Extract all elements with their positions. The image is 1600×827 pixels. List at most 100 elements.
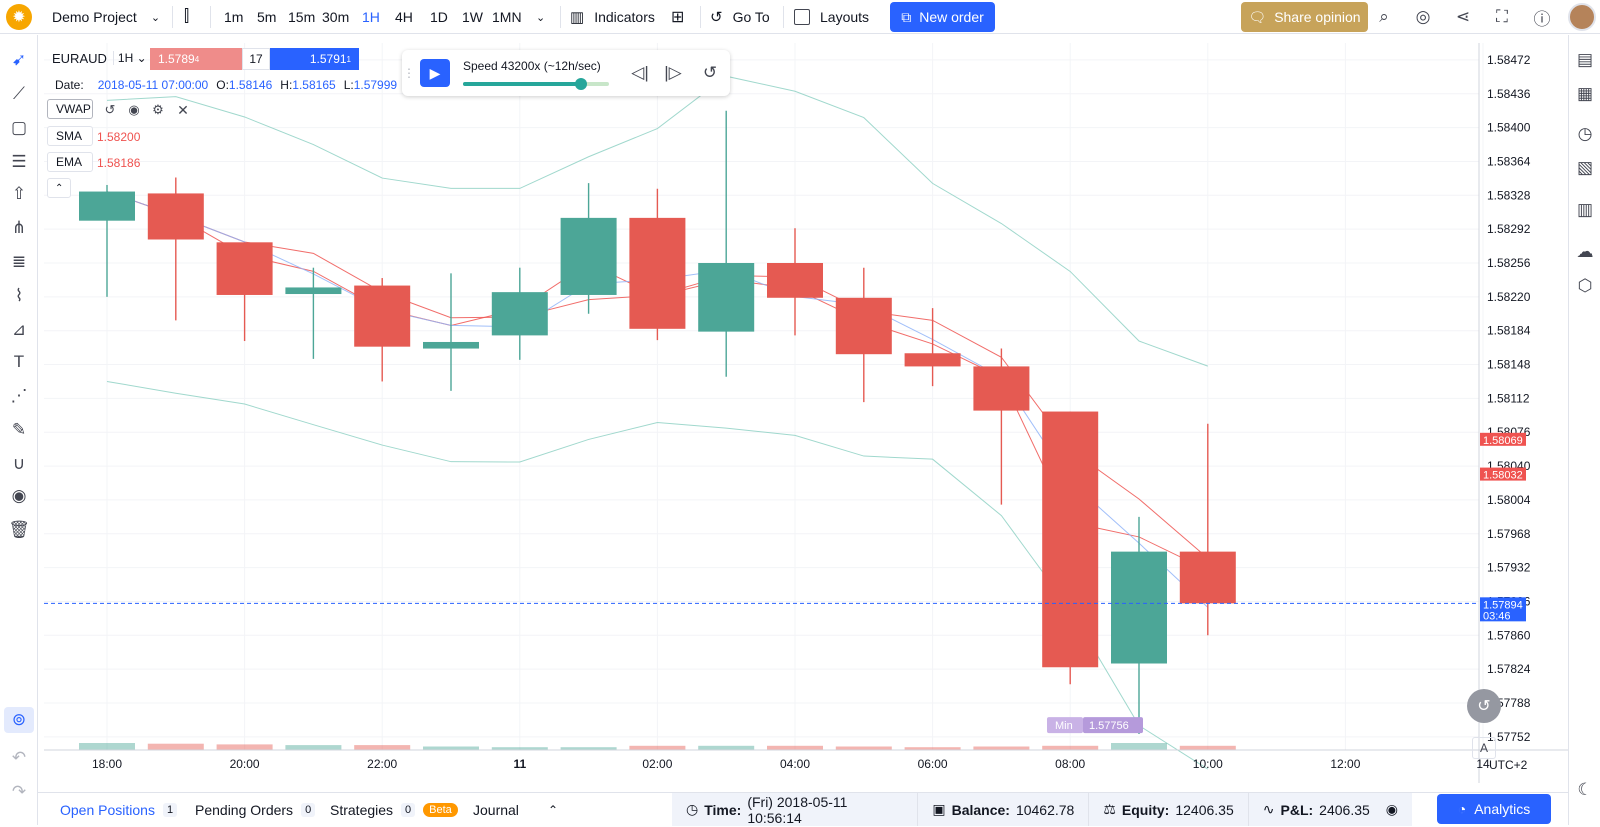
price-tick-label: 1.58004 [1487, 493, 1531, 507]
share-opinion-button[interactable]: 🗨 Share opinion [1241, 2, 1368, 32]
tf-1h[interactable]: 1H [362, 9, 380, 25]
project-selector[interactable]: Demo Project ⌄ [52, 0, 160, 34]
search-icon[interactable]: ⌕ [1379, 7, 1389, 26]
speed-slider[interactable] [463, 78, 609, 90]
price-tick-label: 1.58256 [1487, 256, 1531, 270]
calendar-icon[interactable]: ▦ [1576, 84, 1594, 103]
new-order-button[interactable]: ⧉ New order [890, 2, 995, 32]
tf-15m[interactable]: 15m [288, 9, 316, 25]
indicators-button[interactable]: ▥ Indicators [570, 0, 655, 34]
pencil-icon[interactable]: ✎ [11, 420, 27, 439]
sell-button[interactable]: 1.5789 4 [150, 48, 242, 70]
pending-orders-count: 0 [301, 803, 316, 817]
indicator-close-icon[interactable]: ✕ [177, 101, 189, 118]
tf-30m[interactable]: 30m [322, 9, 350, 25]
fib-icon[interactable]: ☰ [11, 152, 27, 171]
templates-icon[interactable]: ⊞ [671, 9, 685, 26]
candle-body [835, 297, 892, 355]
speed-slider-knob[interactable] [575, 78, 588, 90]
brush-tools-icon[interactable]: ⋰ [10, 386, 28, 405]
undo-icon[interactable]: ↶ [11, 748, 27, 767]
replay-reset-icon[interactable]: ↺ [702, 63, 718, 82]
text-icon[interactable]: T [13, 352, 25, 371]
balance-value: 10462.78 [1015, 801, 1075, 818]
play-icon: ▶ [429, 64, 441, 81]
low-label: L: [343, 78, 354, 92]
layouts-button[interactable]: Layouts [794, 0, 869, 34]
tab-pending-orders[interactable]: Pending Orders 0 [195, 793, 316, 827]
volume-bar [423, 746, 479, 750]
trend-line-icon[interactable]: ⟋ [13, 84, 25, 103]
step-back-icon[interactable]: ◁| [631, 63, 649, 82]
pitchfork-icon[interactable]: ⋔ [11, 218, 27, 237]
tab-strategies[interactable]: Strategies 0 Beta [330, 793, 458, 827]
indicator-replay-icon[interactable]: ↺ [104, 102, 116, 117]
open-label: O: [216, 78, 229, 92]
note-icon[interactable]: ▧ [1576, 158, 1594, 177]
tf-5m[interactable]: 5m [257, 9, 277, 25]
candle-body [491, 292, 548, 336]
clock-icon[interactable]: ◷ [1577, 124, 1593, 143]
play-button[interactable]: ▶ [420, 59, 450, 87]
magnet-icon[interactable]: ∪ [12, 454, 26, 473]
speed-slider-fill [463, 82, 582, 86]
beta-badge: Beta [423, 803, 458, 817]
symbol-timeframe[interactable]: 1H ⌄ [112, 51, 151, 65]
candle-body [1042, 411, 1099, 668]
symbol-name[interactable]: EURAUD [52, 50, 107, 66]
cloud-icon[interactable]: ☁ [1576, 242, 1594, 261]
redo-icon[interactable]: ↷ [11, 782, 27, 801]
report-icon[interactable]: ▥ [1576, 200, 1594, 219]
theme-icon[interactable]: ☾ [1577, 780, 1593, 799]
tf-1w[interactable]: 1W [462, 9, 483, 25]
tab-open-positions[interactable]: Open Positions 1 [60, 793, 178, 827]
gann-icon[interactable]: ≣ [11, 252, 27, 271]
arrow-up-icon[interactable]: ⇧ [11, 184, 27, 203]
help-icon[interactable]: ⓘ [1533, 9, 1551, 29]
drag-handle-icon[interactable]: ⋮ [403, 66, 415, 80]
tf-1mn[interactable]: 1MN [492, 9, 522, 25]
fullscreen-icon[interactable]: ⛶ [1496, 7, 1508, 26]
price-chart[interactable]: 1.58472 1.58436 1.58400 1.58364 1.58328 1.582… [44, 43, 1568, 783]
trash-icon[interactable]: 🗑 [8, 520, 30, 539]
eye-icon[interactable]: ◉ [11, 486, 27, 505]
ema-value: 1.58186 [97, 156, 141, 170]
indicator-sma[interactable]: SMA [47, 126, 93, 146]
candle-type-icon[interactable]: ⫿ [184, 8, 190, 25]
document-icon[interactable]: ▤ [1576, 50, 1594, 69]
time-tick-label: 08:00 [1055, 757, 1085, 771]
pattern-icon[interactable]: ⌇ [14, 286, 24, 305]
price-tick-label: 1.58112 [1487, 391, 1530, 405]
analytics-button[interactable]: ◔ Analytics [1437, 794, 1551, 824]
candle-body [973, 366, 1030, 411]
tf-1d[interactable]: 1D [430, 9, 448, 25]
rectangle-icon[interactable]: ▢ [10, 118, 28, 137]
tf-1m[interactable]: 1m [224, 9, 244, 25]
indicator-ema[interactable]: EMA [47, 152, 93, 172]
measure-icon[interactable]: ⊿ [11, 320, 27, 339]
tab-journal[interactable]: Journal [473, 802, 519, 818]
pnl-icon: ∿ [1262, 801, 1275, 817]
share-icon[interactable]: ⋖ [1455, 7, 1471, 26]
quantity-input[interactable]: 17 [242, 48, 270, 70]
settings-icon[interactable]: ⬡ [1577, 276, 1593, 295]
cursor-icon[interactable]: ➹ [11, 50, 27, 69]
buy-button[interactable]: 1.5791 1 [270, 48, 359, 70]
camera-icon[interactable]: ◎ [1415, 7, 1431, 26]
indicator-vwap[interactable]: VWAP [47, 99, 93, 119]
indicator-eye-icon[interactable]: ◉ [128, 102, 140, 117]
indicator-settings-icon[interactable]: ⚙ [152, 102, 164, 117]
auto-scale-icon[interactable]: A [1472, 737, 1496, 759]
avatar[interactable] [1568, 3, 1596, 31]
time-value: (Fri) 2018-05-11 10:56:14 [747, 793, 848, 826]
timeframe-more-icon[interactable]: ⌄ [536, 11, 546, 24]
goto-button[interactable]: ↺ Go To [710, 0, 770, 34]
step-forward-icon[interactable]: |▷ [664, 63, 682, 82]
expand-panel-icon[interactable]: ⌃ [548, 803, 559, 817]
eye-icon[interactable]: ◉ [1385, 801, 1398, 817]
jump-to-realtime-icon[interactable]: ↺ [1467, 689, 1501, 723]
price-tick-label: 1.58472 [1487, 53, 1531, 67]
collapse-indicators-icon[interactable]: ⌃ [47, 178, 71, 198]
tf-4h[interactable]: 4H [395, 9, 413, 25]
sync-icon[interactable]: ⊚ [4, 707, 34, 733]
